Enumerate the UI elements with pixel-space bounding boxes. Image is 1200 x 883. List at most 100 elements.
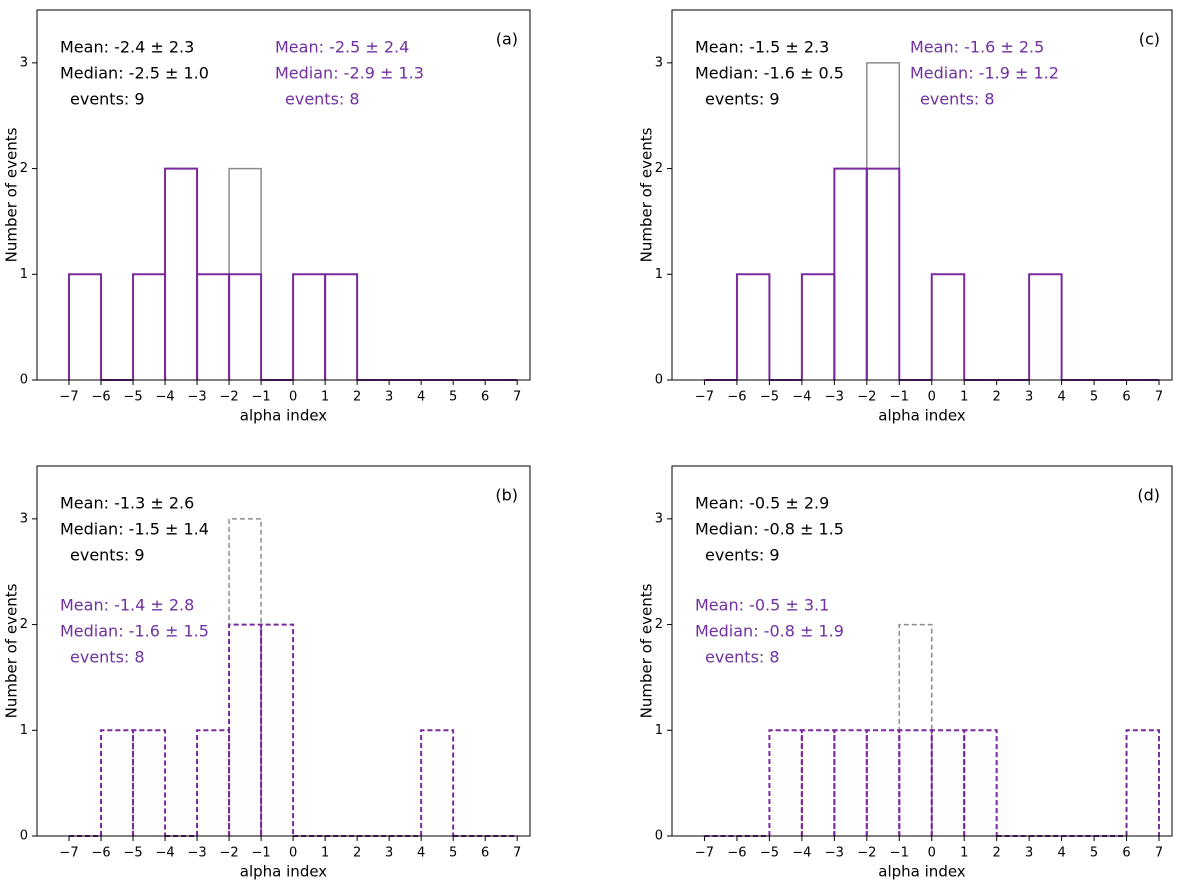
histogram-bin <box>324 273 358 380</box>
x-tick-label: −2 <box>857 390 876 405</box>
x-tick-label: 7 <box>513 846 521 861</box>
stat-text: Mean: -1.6 ± 2.5 <box>910 38 1044 57</box>
x-tick-label: 3 <box>385 390 393 405</box>
stat-text: Mean: -1.5 ± 2.3 <box>695 38 829 57</box>
y-tick-label: 1 <box>20 267 28 282</box>
y-tick-label: 1 <box>655 723 663 738</box>
stat-text: Mean: -2.4 ± 2.3 <box>60 38 194 57</box>
y-axis-label: Number of events <box>3 583 21 718</box>
x-tick-label: 0 <box>928 846 936 861</box>
x-axis-label: alpha index <box>878 407 966 425</box>
x-tick-label: 5 <box>449 390 457 405</box>
y-tick-label: 3 <box>655 511 663 526</box>
x-tick-label: 6 <box>1122 846 1130 861</box>
stat-text: Median: -1.5 ± 1.4 <box>60 520 209 539</box>
stat-text: Mean: -2.5 ± 2.4 <box>275 38 409 57</box>
histogram-bin <box>833 729 868 836</box>
histogram-bin <box>800 729 836 836</box>
histogram-bin <box>420 729 455 836</box>
x-tick-label: 2 <box>993 846 1001 861</box>
x-tick-label: −2 <box>857 846 876 861</box>
histogram-bin <box>801 729 836 836</box>
x-tick-label: 0 <box>928 390 936 405</box>
histogram-bin <box>963 729 998 836</box>
plot-frame <box>36 465 531 837</box>
x-axis-label: alpha index <box>240 863 328 881</box>
histogram-bin <box>164 167 198 380</box>
histogram-bin <box>930 273 965 380</box>
x-tick-label: 6 <box>481 846 489 861</box>
histogram-bin <box>196 729 231 836</box>
x-tick-label: −6 <box>727 390 746 405</box>
stat-text: events: 8 <box>70 648 145 667</box>
histogram-bin <box>736 273 771 380</box>
histogram-bin <box>833 167 868 380</box>
x-tick-label: −7 <box>695 390 714 405</box>
x-tick-label: −1 <box>890 846 909 861</box>
histogram-bin <box>1125 729 1160 836</box>
histogram-bin <box>801 273 836 380</box>
histogram-bin <box>833 167 868 380</box>
stat-text: Median: -2.9 ± 1.3 <box>275 64 424 83</box>
stat-text: Median: -1.6 ± 0.5 <box>695 64 844 83</box>
histogram-bin <box>260 623 294 836</box>
histogram-bin <box>768 729 803 836</box>
histogram-bin <box>735 273 771 380</box>
x-tick-label: −7 <box>59 846 78 861</box>
stat-text: Median: -0.8 ± 1.5 <box>695 520 844 539</box>
histogram-bin <box>260 623 295 836</box>
y-tick-label: 3 <box>655 55 663 70</box>
y-tick-label: 0 <box>655 373 663 388</box>
x-tick-label: 5 <box>1090 390 1098 405</box>
histogram-bin <box>228 623 263 836</box>
stat-text: Mean: -1.3 ± 2.6 <box>60 494 194 513</box>
panel-label: (d) <box>1137 486 1160 505</box>
histogram-bin <box>68 273 102 380</box>
x-tick-label: −4 <box>792 390 811 405</box>
x-tick-label: −6 <box>91 846 110 861</box>
y-tick-label: 3 <box>20 55 28 70</box>
x-tick-label: 1 <box>960 846 968 861</box>
histogram-bin <box>866 729 901 836</box>
y-tick-label: 0 <box>20 373 28 388</box>
histogram-bin <box>420 729 454 836</box>
x-tick-label: 3 <box>385 846 393 861</box>
stat-text: events: 9 <box>70 546 145 565</box>
panel-label: (a) <box>496 30 518 49</box>
y-axis-label: Number of events <box>3 127 21 262</box>
x-tick-label: 2 <box>993 390 1001 405</box>
y-tick-label: 0 <box>20 829 28 844</box>
x-tick-label: 7 <box>1155 846 1163 861</box>
y-tick-label: 0 <box>655 829 663 844</box>
x-tick-label: −6 <box>91 390 110 405</box>
histogram-bin <box>196 729 230 836</box>
y-axis-label: Number of events <box>638 127 656 262</box>
histogram-bin <box>132 273 166 380</box>
histogram-bin <box>866 62 901 380</box>
x-tick-label: 5 <box>449 846 457 861</box>
histogram-bin <box>930 729 966 836</box>
x-tick-label: −4 <box>792 846 811 861</box>
stat-text: Mean: -0.5 ± 2.9 <box>695 494 829 513</box>
panel-label: (b) <box>495 486 518 505</box>
x-axis-label: alpha index <box>878 863 966 881</box>
x-tick-label: −1 <box>252 846 271 861</box>
y-tick-label: 2 <box>20 617 28 632</box>
histogram-bin <box>292 273 327 380</box>
x-tick-label: −1 <box>890 390 909 405</box>
histogram-bin <box>800 273 836 380</box>
panel-label: (c) <box>1139 30 1160 49</box>
y-tick-label: 1 <box>20 723 28 738</box>
y-tick-label: 3 <box>20 511 28 526</box>
stat-text: Median: -0.8 ± 1.9 <box>695 622 844 641</box>
x-tick-label: 3 <box>1025 846 1033 861</box>
x-tick-label: 6 <box>1122 390 1130 405</box>
x-tick-label: 7 <box>513 390 521 405</box>
x-tick-label: −5 <box>123 846 142 861</box>
x-tick-label: −7 <box>59 390 78 405</box>
y-tick-label: 1 <box>655 267 663 282</box>
x-tick-label: −6 <box>727 846 746 861</box>
x-tick-label: 4 <box>417 390 425 405</box>
histogram-bin <box>292 273 326 380</box>
x-tick-label: −5 <box>760 390 779 405</box>
